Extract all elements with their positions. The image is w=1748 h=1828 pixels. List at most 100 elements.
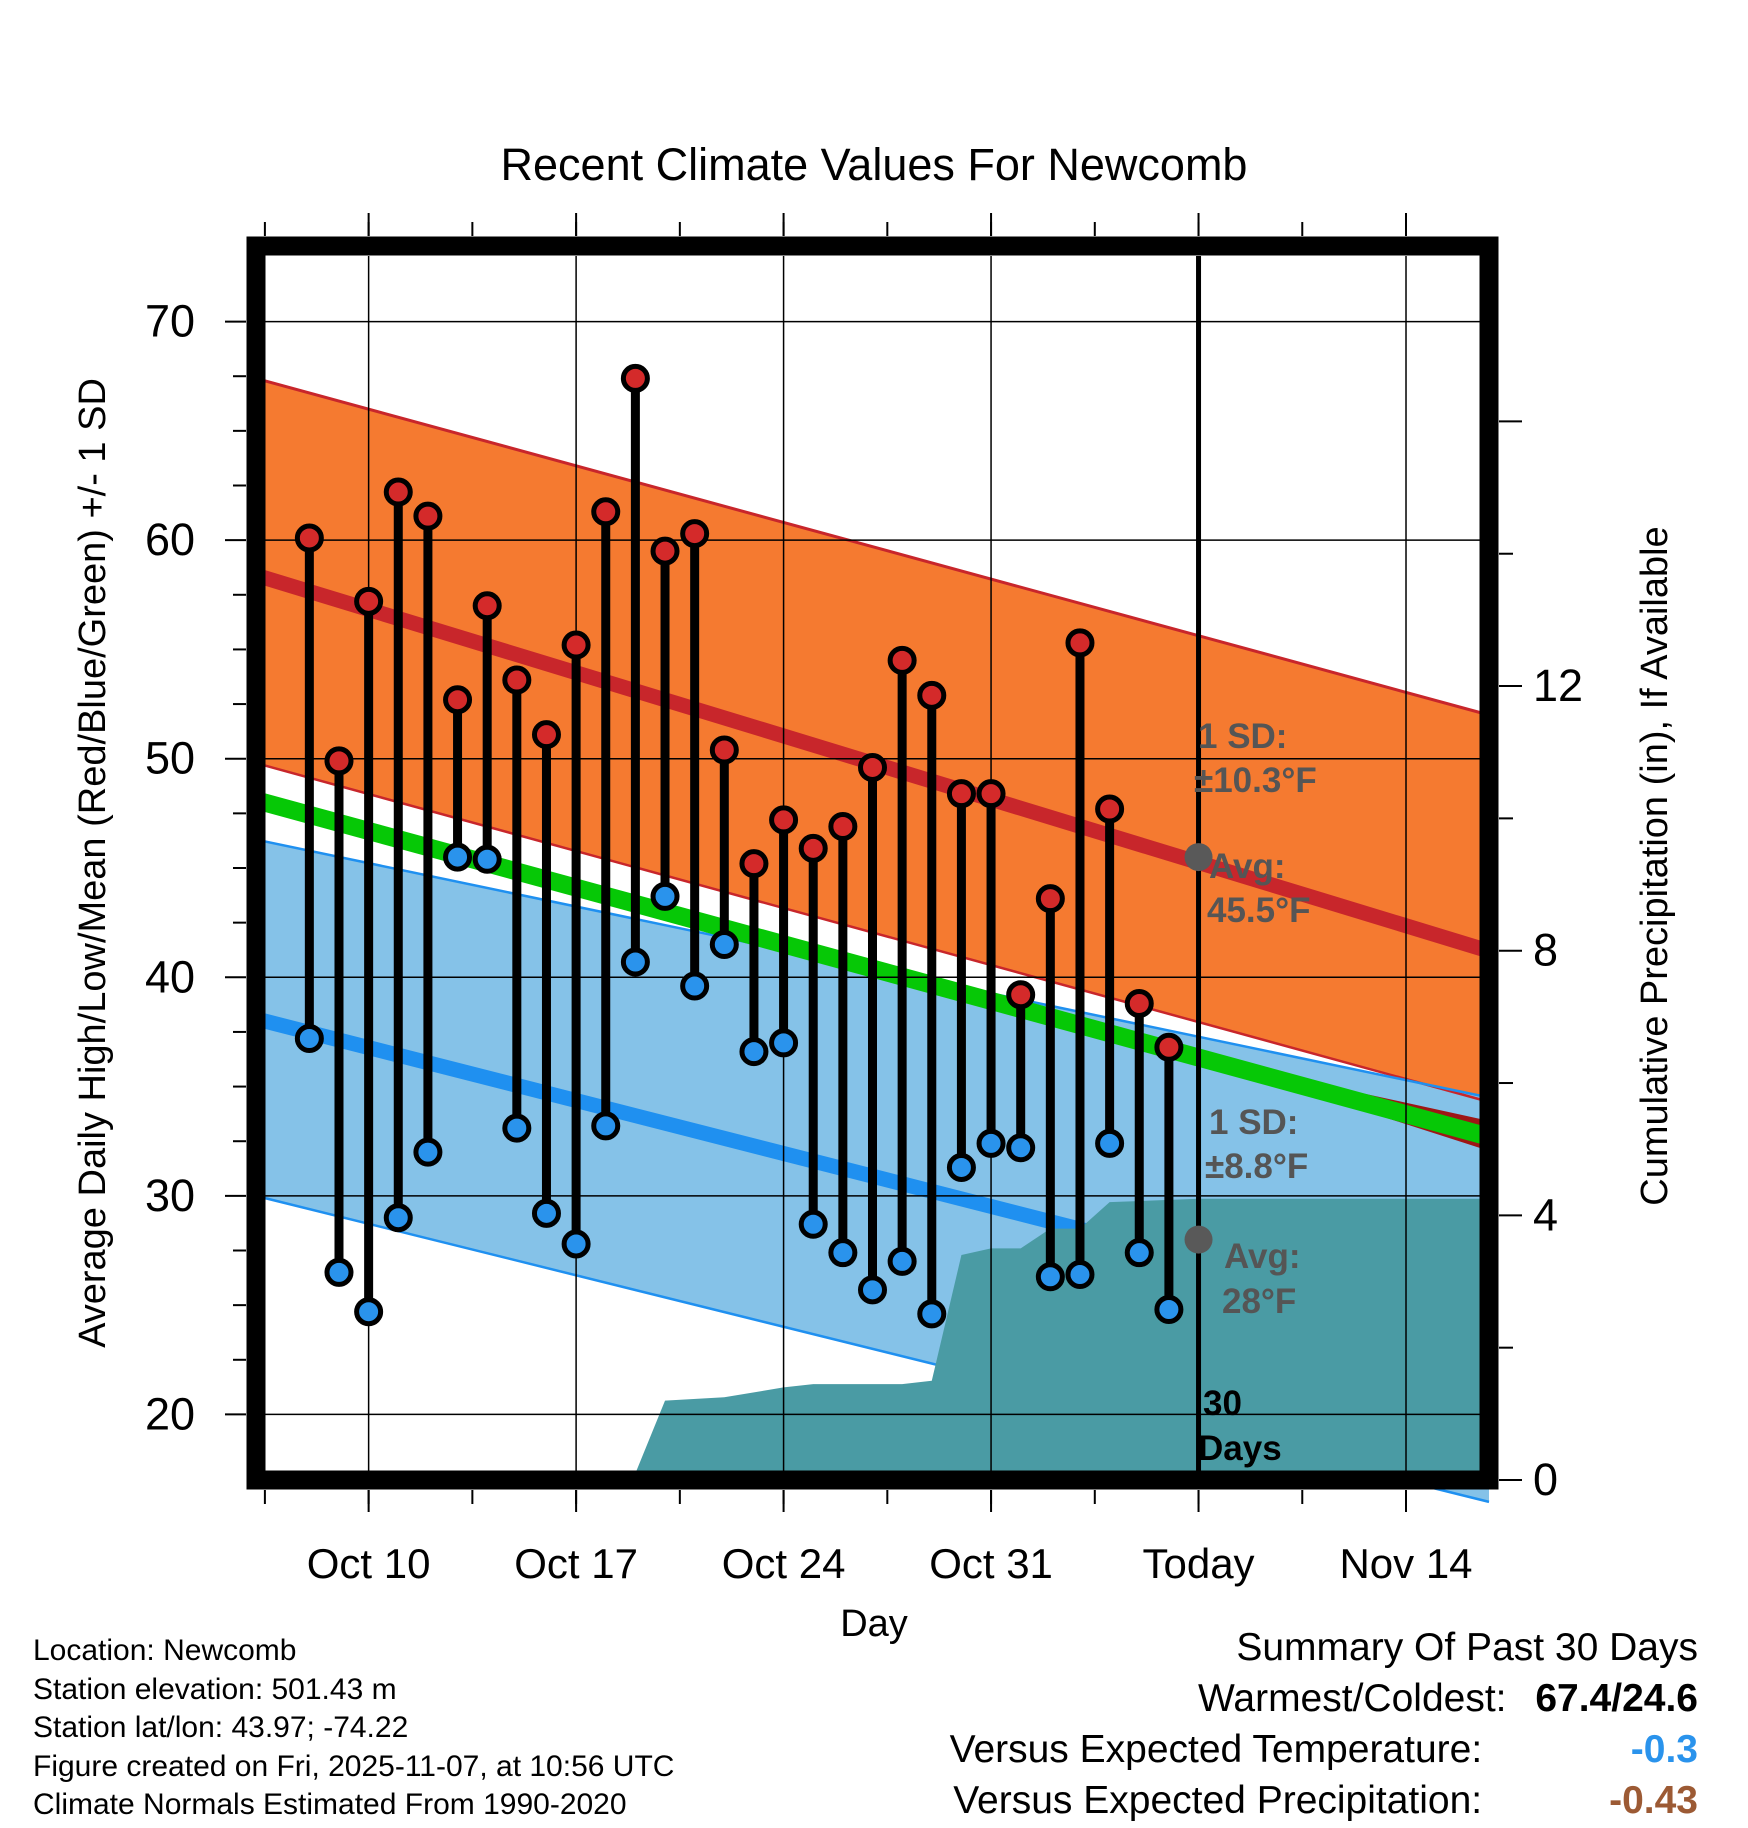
y2-tick-label-12: 12 — [1533, 660, 1583, 711]
secondary-y-axis-label: Cumulative Precipitation (in), If Availa… — [1634, 526, 1676, 1205]
today-low-avg-marker — [1184, 1225, 1213, 1254]
daily-high-point — [591, 497, 621, 527]
daily-high-point — [472, 591, 502, 621]
daily-low-point — [976, 1128, 1006, 1158]
high-avg-value: 45.5°F — [1207, 891, 1311, 930]
chart-title: Recent Climate Values For Newcomb — [501, 139, 1248, 190]
daily-low-point — [1095, 1128, 1125, 1158]
daily-low-point — [1035, 1262, 1065, 1292]
daily-high-point — [739, 849, 769, 879]
cumulative-precipitation-area — [262, 1198, 1483, 1480]
y-tick-label-40: 40 — [145, 951, 195, 1002]
daily-high-point — [798, 833, 828, 863]
x-tick-label: Oct 31 — [929, 1540, 1053, 1587]
daily-high-point — [887, 645, 917, 675]
daily-high-point — [1035, 884, 1065, 914]
daily-high-point — [828, 811, 858, 841]
daily-low-point — [709, 930, 739, 959]
low-avg-label: Avg: — [1224, 1237, 1300, 1276]
daily-low-point — [1124, 1238, 1154, 1268]
daily-high-point — [1095, 794, 1125, 824]
x-axis-label: Day — [840, 1603, 908, 1645]
daily-low-point — [946, 1152, 976, 1182]
high-upper-edge — [255, 376, 1490, 717]
daily-low-point — [680, 971, 710, 1001]
normal-overlap-wedge — [1198, 1057, 1489, 1151]
x-tick-label: Nov 14 — [1339, 1540, 1472, 1587]
daily-low-point — [1154, 1295, 1184, 1325]
daily-low-point — [769, 1028, 799, 1058]
temperature-anomaly-value: -0.3 — [1630, 1728, 1698, 1771]
daily-high-point — [946, 779, 976, 809]
precipitation-anomaly-label: Versus Expected Precipitation: — [953, 1779, 1483, 1822]
warmest-coldest-value: 67.4/24.6 — [1535, 1677, 1698, 1720]
daily-high-point — [531, 720, 561, 750]
daily-high-point — [650, 536, 680, 566]
daily-low-point — [858, 1275, 887, 1305]
daily-high-point — [354, 586, 384, 616]
daily-high-point — [680, 519, 710, 549]
location-text: Location: Newcomb — [33, 1634, 297, 1667]
daily-low-point — [798, 1209, 828, 1239]
daily-low-point — [1006, 1133, 1036, 1163]
daily-low-point — [887, 1246, 917, 1276]
plot-area: 1 SD: ±10.3°F Avg: 45.5°F 1 SD: ±8.8°F Avg: 28°… — [145, 213, 1583, 1587]
y-tick-label-30: 30 — [145, 1170, 195, 1221]
temperature-anomaly-row: Versus Expected Temperature: -0.3 — [950, 1724, 1698, 1775]
y-tick-label-50: 50 — [145, 733, 195, 784]
daily-high-point — [1065, 628, 1095, 658]
latlon-text: Station lat/lon: 43.97; -74.22 — [33, 1711, 409, 1744]
daily-high-point — [502, 665, 532, 695]
daily-high-point — [1124, 989, 1154, 1019]
y2-tick-label-4: 4 — [1533, 1189, 1558, 1240]
x-tick-label: Oct 24 — [722, 1540, 846, 1587]
daily-low-point — [591, 1111, 621, 1141]
daily-low-point — [917, 1299, 947, 1329]
daily-high-point — [917, 680, 947, 710]
daily-low-point — [531, 1198, 561, 1228]
y-tick-label-60: 60 — [145, 514, 195, 565]
precipitation-anomaly-value: -0.43 — [1609, 1779, 1698, 1822]
daily-high-point — [1154, 1032, 1184, 1062]
high-avg-label: Avg: — [1209, 847, 1285, 886]
y2-tick-label-8: 8 — [1533, 925, 1558, 976]
today-days-number: 30 — [1203, 1384, 1242, 1423]
daily-low-point — [443, 842, 473, 872]
x-tick-label: Oct 17 — [514, 1540, 638, 1587]
high-sd-value: ±10.3°F — [1194, 761, 1317, 800]
normals-period-text: Climate Normals Estimated From 1990-2020 — [33, 1788, 627, 1821]
daily-low-point — [324, 1257, 354, 1287]
daily-low-point — [294, 1023, 324, 1053]
summary-title: Summary Of Past 30 Days — [1236, 1626, 1698, 1669]
x-tick-label: Oct 10 — [307, 1540, 431, 1587]
high-sd-label: 1 SD: — [1198, 717, 1287, 756]
daily-low-point — [354, 1297, 384, 1327]
y-tick-label-20: 20 — [145, 1388, 195, 1439]
low-avg-value: 28°F — [1222, 1282, 1296, 1321]
warmest-coldest-label: Warmest/Coldest: — [1198, 1677, 1507, 1720]
daily-high-point — [858, 752, 887, 782]
daily-low-point — [739, 1037, 769, 1067]
daily-high-point — [443, 685, 473, 715]
daily-high-point — [1006, 980, 1036, 1010]
daily-low-point — [561, 1229, 591, 1259]
station-info: Location: Newcomb Station elevation: 501… — [33, 1632, 674, 1825]
daily-low-point — [650, 881, 680, 911]
daily-low-point — [472, 844, 502, 874]
low-sd-label: 1 SD: — [1209, 1103, 1298, 1142]
daily-high-point — [620, 363, 650, 393]
daily-low-point — [620, 947, 650, 977]
y2-tick-label-0: 0 — [1533, 1454, 1558, 1505]
daily-high-point — [413, 501, 443, 531]
daily-high-point — [294, 523, 324, 553]
y-tick-label-70: 70 — [145, 296, 195, 347]
today-high-avg-marker — [1184, 843, 1213, 872]
elevation-text: Station elevation: 501.43 m — [33, 1672, 397, 1706]
today-days-word: Days — [1198, 1429, 1282, 1468]
temperature-anomaly-label: Versus Expected Temperature: — [949, 1728, 1483, 1771]
daily-high-point — [769, 805, 799, 835]
low-sd-value: ±8.8°F — [1205, 1147, 1308, 1186]
daily-high-point — [324, 746, 354, 776]
daily-low-point — [413, 1137, 443, 1167]
